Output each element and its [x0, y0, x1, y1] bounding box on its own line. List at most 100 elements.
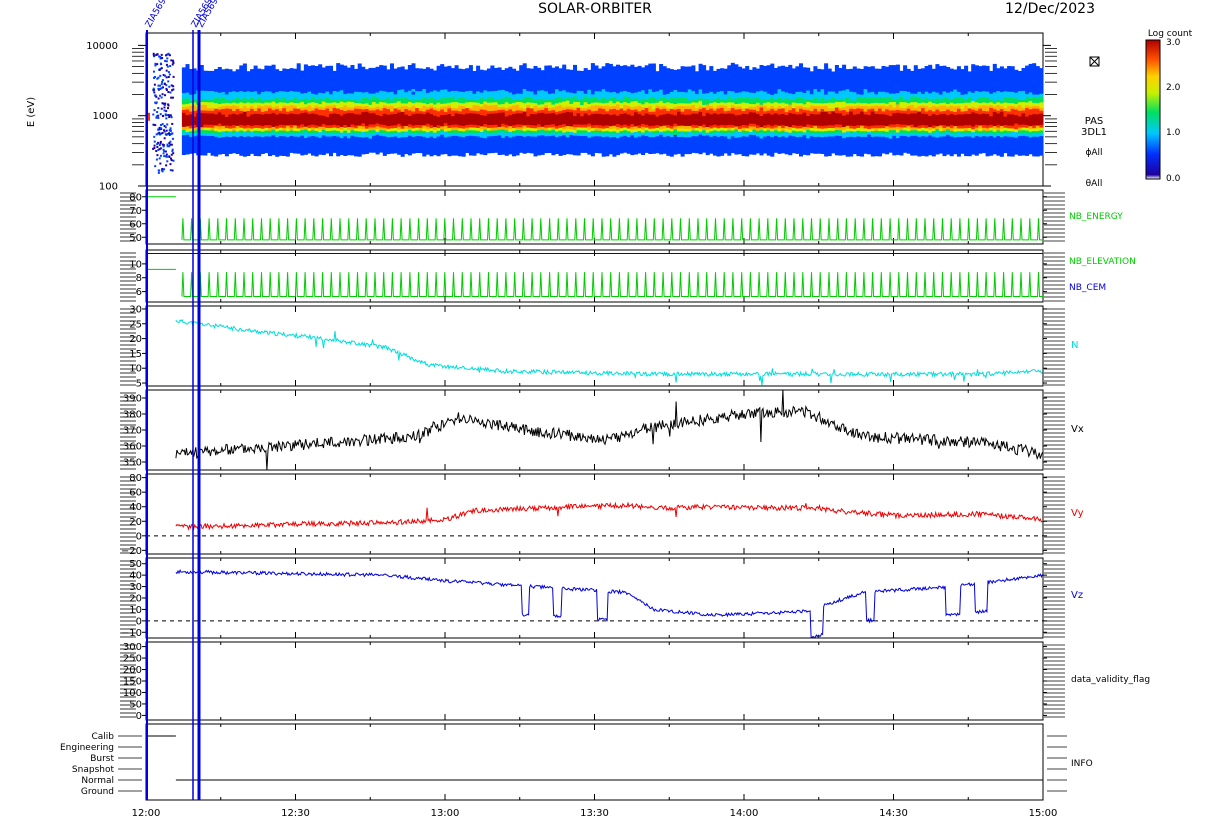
- heatmap-cell: [390, 99, 394, 104]
- heatmap-cell: [483, 75, 488, 80]
- heatmap-cell: [257, 68, 262, 72]
- heatmap-cell: [257, 110, 262, 114]
- heatmap-cell: [630, 151, 635, 156]
- heatmap-cell: [451, 115, 455, 120]
- heatmap-cell: [522, 130, 527, 134]
- heatmap-cell: [558, 124, 563, 128]
- heatmap-cell: [651, 69, 656, 73]
- heatmap-cell: [314, 80, 319, 84]
- heatmap-cell: [569, 103, 574, 107]
- heatmap-cell: [250, 111, 255, 115]
- heatmap-cell: [680, 108, 685, 112]
- heatmap-cell: [458, 88, 463, 92]
- heatmap-cell: [587, 98, 592, 102]
- heatmap-cell: [673, 134, 678, 138]
- heatmap-cell: [501, 106, 506, 110]
- heatmap-cell: [357, 136, 362, 140]
- heatmap-cell: [537, 140, 542, 145]
- heatmap-cell: [404, 108, 409, 112]
- heatmap-cell: [555, 72, 559, 76]
- heatmap-cell: [207, 76, 211, 80]
- heatmap-cell: [214, 85, 219, 89]
- heatmap-cell: [479, 72, 484, 76]
- heatmap-cell: [580, 93, 585, 97]
- heatmap-cell: [555, 86, 559, 90]
- heatmap-cell: [346, 104, 351, 108]
- heatmap-cell: [641, 151, 646, 155]
- heatmap-cell: [314, 133, 319, 137]
- heatmap-cell: [616, 90, 620, 94]
- heatmap-cell: [616, 129, 620, 133]
- heatmap-cell: [271, 109, 276, 113]
- heatmap-cell: [687, 150, 692, 155]
- heatmap-cell: [565, 148, 570, 152]
- heatmap-cell: [346, 149, 351, 153]
- heatmap-cell: [429, 68, 434, 72]
- heatmap-cell: [512, 133, 516, 137]
- heatmap-cell: [669, 139, 674, 143]
- heatmap-cell: [465, 118, 470, 123]
- heatmap-cell: [461, 77, 466, 81]
- heatmap-cell: [325, 77, 330, 81]
- heatmap-cell: [189, 97, 194, 101]
- heatmap-cell: [375, 103, 380, 107]
- heatmap-cell: [364, 86, 369, 90]
- heatmap-cell: [440, 126, 445, 130]
- heatmap-cell: [275, 128, 280, 132]
- heatmap-cell: [619, 136, 624, 140]
- heatmap-cell: [275, 145, 280, 149]
- heatmap-cell: [332, 96, 337, 100]
- heatmap-cell: [415, 141, 420, 145]
- heatmap-cell: [393, 79, 398, 84]
- heatmap-cell: [425, 137, 430, 141]
- heatmap-cell: [242, 142, 247, 146]
- heatmap-cell: [181, 89, 186, 94]
- heatmap-cell: [393, 99, 398, 103]
- heatmap-cell: [551, 146, 556, 150]
- heatmap-cell: [501, 89, 506, 93]
- heatmap-cell: [662, 125, 667, 129]
- heatmap-cell: [540, 84, 545, 88]
- heatmap-cell: [501, 131, 506, 135]
- heatmap-cell: [501, 100, 506, 105]
- heatmap-cell: [537, 87, 542, 91]
- heatmap-cell: [540, 81, 545, 85]
- heatmap-cell: [379, 115, 384, 119]
- heatmap-cell: [382, 104, 387, 109]
- heatmap-cell: [393, 93, 398, 98]
- heatmap-cell: [522, 119, 527, 123]
- heatmap-cell: [458, 119, 463, 123]
- heatmap-cell: [576, 76, 581, 80]
- heatmap-cell: [242, 86, 247, 90]
- heatmap-cell: [429, 110, 434, 115]
- heatmap-cell: [486, 150, 491, 154]
- heatmap-cell: [364, 88, 369, 93]
- heatmap-cell: [537, 132, 542, 136]
- heatmap-cell: [303, 86, 308, 91]
- heatmap-cell: [529, 130, 534, 134]
- heatmap-cell: [285, 99, 290, 104]
- heatmap-cell: [583, 101, 588, 106]
- heatmap-cell: [407, 124, 412, 128]
- heatmap-cell: [512, 79, 516, 84]
- heatmap-cell: [680, 105, 685, 109]
- heatmap-cell: [382, 71, 387, 75]
- heatmap-cell: [246, 85, 251, 89]
- heatmap-cell: [651, 77, 656, 81]
- heatmap-cell: [296, 113, 301, 118]
- heatmap-cell: [311, 132, 315, 136]
- heatmap-cell: [486, 110, 491, 114]
- heatmap-cell: [634, 126, 638, 130]
- heatmap-cell: [246, 141, 251, 145]
- heatmap-cell: [400, 128, 405, 132]
- heatmap-cell: [379, 129, 384, 133]
- heatmap-cell: [203, 76, 208, 80]
- heatmap-cell: [598, 68, 603, 72]
- heatmap-cell: [641, 137, 646, 141]
- heatmap-cell: [300, 76, 305, 80]
- heatmap-cell: [562, 151, 567, 155]
- heatmap-cell: [612, 122, 617, 126]
- heatmap-cell: [285, 111, 290, 115]
- heatmap-cell: [468, 143, 473, 148]
- heatmap-cell: [529, 79, 534, 84]
